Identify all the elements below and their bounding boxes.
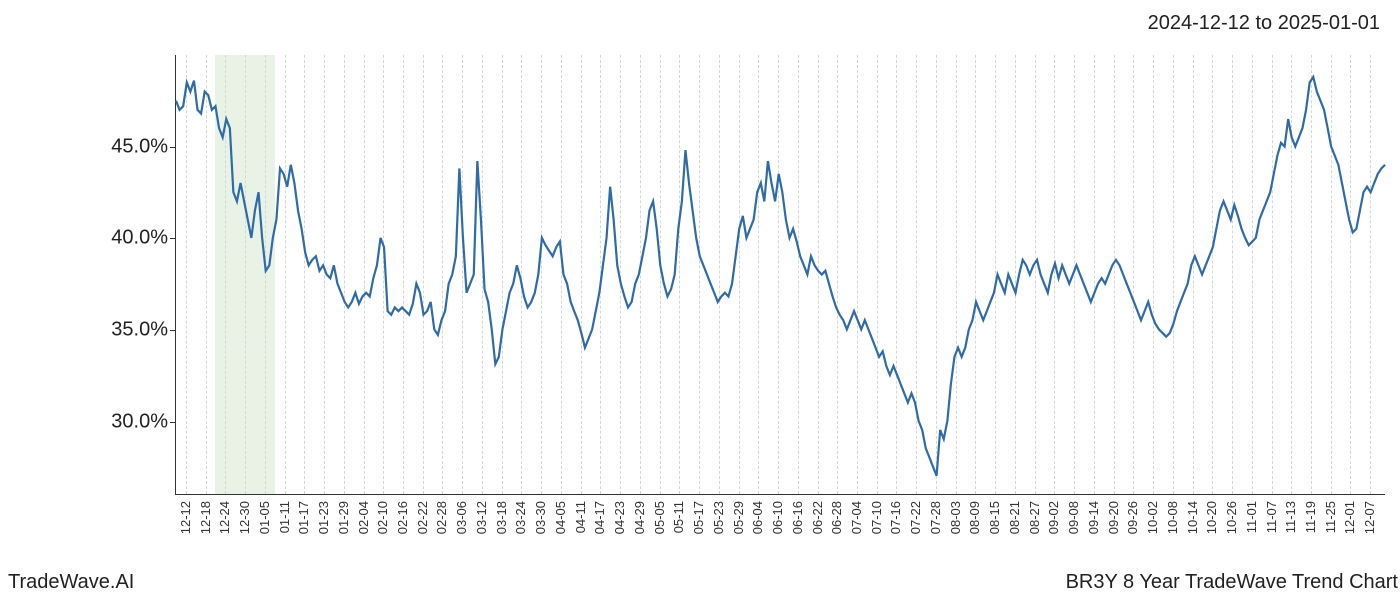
x-axis-label: 08-15 [987, 501, 1002, 534]
chart-plot-area [175, 55, 1385, 495]
x-axis-label: 12-24 [217, 501, 232, 534]
x-axis-label: 06-04 [750, 501, 765, 534]
y-axis-label: 40.0% [88, 227, 168, 250]
x-axis-label: 11-19 [1303, 501, 1318, 533]
series-polyline [176, 77, 1385, 476]
x-axis-label: 06-10 [770, 501, 785, 534]
x-axis-label: 04-17 [592, 501, 607, 534]
x-axis-label: 05-05 [652, 501, 667, 534]
x-axis-label: 10-26 [1224, 501, 1239, 534]
x-axis-label: 09-08 [1066, 501, 1081, 534]
x-axis-label: 09-26 [1125, 501, 1140, 534]
x-axis-label: 12-12 [178, 501, 193, 534]
x-axis-label: 11-25 [1323, 501, 1338, 533]
x-axis-label: 05-11 [671, 501, 686, 533]
x-axis-label: 09-20 [1106, 501, 1121, 534]
x-axis-label: 10-14 [1185, 501, 1200, 534]
x-axis-label: 05-17 [691, 501, 706, 534]
x-axis-label: 02-04 [356, 501, 371, 534]
x-axis-label: 08-03 [948, 501, 963, 534]
x-axis-label: 07-10 [869, 501, 884, 534]
brand-label: TradeWave.AI [8, 571, 134, 594]
x-axis-label: 06-28 [829, 501, 844, 534]
x-axis-label: 04-05 [553, 501, 568, 534]
x-axis-label: 03-12 [474, 501, 489, 534]
x-axis-label: 01-05 [257, 501, 272, 534]
x-axis-label: 07-16 [888, 501, 903, 534]
x-axis-label: 09-02 [1046, 501, 1061, 534]
line-series-svg [176, 55, 1385, 494]
x-axis-label: 10-02 [1145, 501, 1160, 534]
x-axis-label: 05-23 [711, 501, 726, 534]
x-axis-label: 02-22 [415, 501, 430, 534]
x-axis-label: 12-30 [237, 501, 252, 534]
date-range-label: 2024-12-12 to 2025-01-01 [1148, 12, 1380, 35]
y-axis-label: 30.0% [88, 410, 168, 433]
x-axis-label: 04-29 [632, 501, 647, 534]
x-axis-label: 01-11 [277, 501, 292, 533]
x-axis-label: 01-29 [336, 501, 351, 534]
x-axis-label: 06-16 [790, 501, 805, 534]
x-axis-label: 05-29 [731, 501, 746, 534]
x-axis-label: 02-28 [434, 501, 449, 534]
x-axis-label: 09-14 [1086, 501, 1101, 534]
x-axis-label: 12-01 [1342, 501, 1357, 534]
x-axis-label: 07-28 [928, 501, 943, 534]
x-axis-label: 10-08 [1165, 501, 1180, 534]
x-axis-label: 01-17 [296, 501, 311, 534]
x-axis-label: 07-04 [849, 501, 864, 534]
x-axis-label: 12-07 [1362, 501, 1377, 534]
x-axis-label: 04-11 [573, 501, 588, 533]
x-axis-label: 11-07 [1264, 501, 1279, 533]
x-axis-label: 03-06 [454, 501, 469, 534]
x-axis-label: 03-18 [494, 501, 509, 534]
x-axis-label: 02-10 [375, 501, 390, 534]
x-axis-label: 11-01 [1244, 501, 1259, 533]
x-axis-label: 11-13 [1283, 501, 1298, 533]
y-axis-label: 35.0% [88, 319, 168, 342]
x-axis-label: 02-16 [395, 501, 410, 534]
y-axis-label: 45.0% [88, 135, 168, 158]
x-axis-label: 06-22 [810, 501, 825, 534]
x-axis-label: 03-24 [513, 501, 528, 534]
x-axis-label: 03-30 [533, 501, 548, 534]
x-axis-label: 08-27 [1027, 501, 1042, 534]
x-axis-label: 04-23 [612, 501, 627, 534]
x-axis-label: 08-21 [1007, 501, 1022, 534]
x-axis-label: 12-18 [198, 501, 213, 534]
x-axis-label: 07-22 [908, 501, 923, 534]
x-axis-label: 08-09 [967, 501, 982, 534]
x-axis-label: 10-20 [1204, 501, 1219, 534]
chart-title: BR3Y 8 Year TradeWave Trend Chart [1066, 571, 1398, 594]
x-axis-label: 01-23 [316, 501, 331, 534]
